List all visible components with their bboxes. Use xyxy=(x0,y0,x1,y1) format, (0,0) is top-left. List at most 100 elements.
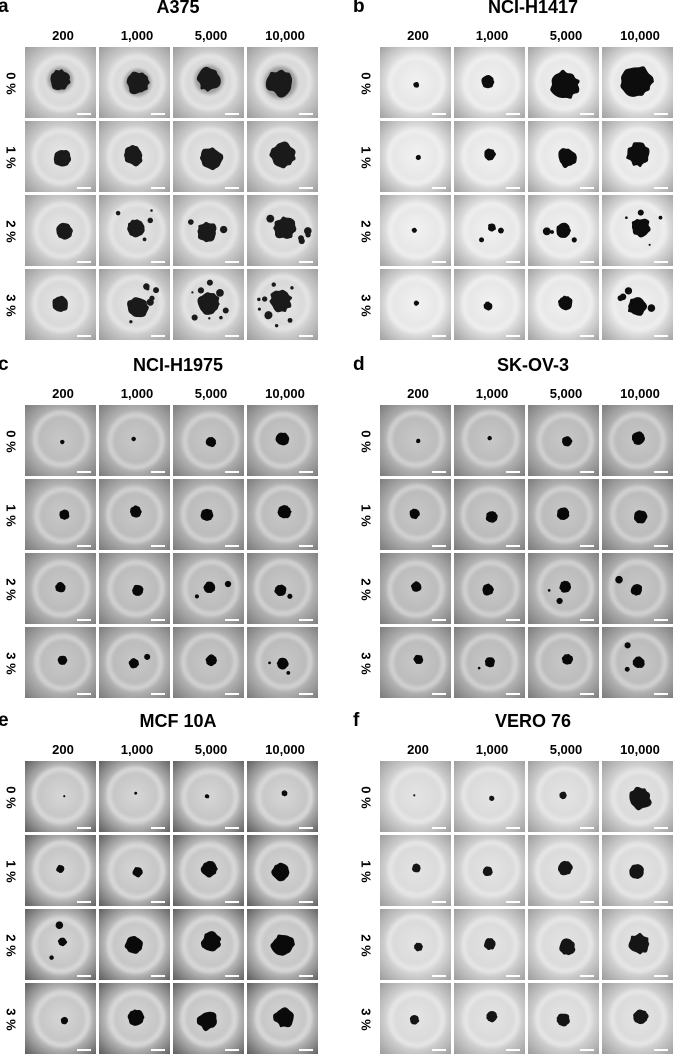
satellite-spheroid xyxy=(648,243,651,246)
spheroid-micrograph xyxy=(24,46,97,119)
spheroid-micrograph xyxy=(527,194,600,267)
spheroid-micrograph xyxy=(601,120,674,193)
spheroid-micrograph xyxy=(98,552,171,625)
well-meniscus-ring xyxy=(106,766,164,824)
spheroid xyxy=(265,69,293,98)
spheroid-micrograph xyxy=(246,478,319,551)
seeding-density-label: 10,000 xyxy=(265,742,305,757)
spheroid xyxy=(270,934,295,956)
cell-line-title: NCI-H1417 xyxy=(487,0,579,17)
concentration-label: 0 % xyxy=(357,46,375,120)
well-meniscus-ring xyxy=(462,840,520,898)
well-meniscus-ring xyxy=(180,633,238,691)
spheroid xyxy=(200,931,222,952)
well-meniscus-ring xyxy=(106,275,164,333)
concentration-label: 3 % xyxy=(2,626,20,700)
spheroid xyxy=(631,218,651,238)
spheroid xyxy=(485,511,498,523)
satellite-spheroid xyxy=(153,287,160,294)
satellite-spheroid xyxy=(290,286,294,290)
spheroid-micrograph xyxy=(246,46,319,119)
concentration-label: 3 % xyxy=(357,268,375,342)
spheroid-micrograph xyxy=(453,626,526,699)
spheroid xyxy=(486,1010,498,1023)
spheroid xyxy=(129,505,142,518)
satellite-spheroid xyxy=(547,588,551,592)
spheroid-micrograph xyxy=(24,268,97,341)
satellite-spheroid xyxy=(617,295,624,302)
spheroid xyxy=(489,795,495,801)
spheroid xyxy=(196,1011,217,1032)
spheroid xyxy=(630,584,642,596)
concentration-label: 0 % xyxy=(357,404,375,478)
spheroid xyxy=(196,66,221,92)
spheroid-micrograph xyxy=(601,552,674,625)
well-meniscus-ring xyxy=(254,53,312,111)
spheroid-micrograph xyxy=(527,478,600,551)
seeding-density-label: 1,000 xyxy=(475,28,509,43)
seeding-density-label: 10,000 xyxy=(620,28,660,43)
seeding-density-label: 1,000 xyxy=(120,28,154,43)
panel-letter: e xyxy=(0,710,9,731)
satellite-spheroid xyxy=(191,291,194,294)
well-meniscus-ring xyxy=(608,412,666,470)
concentration-label-text: 1 % xyxy=(3,503,19,527)
well-meniscus-ring xyxy=(534,842,592,900)
well-meniscus-ring xyxy=(611,274,669,332)
well-meniscus-ring xyxy=(108,54,166,112)
panel-letter: a xyxy=(0,0,9,17)
spheroid-micrograph xyxy=(379,908,452,981)
spheroid-micrograph xyxy=(379,404,452,477)
spheroid-micrograph xyxy=(379,120,452,193)
concentration-label-text: 0 % xyxy=(358,429,374,453)
well-meniscus-ring xyxy=(460,486,518,544)
spheroid xyxy=(556,222,571,238)
spheroid-micrograph xyxy=(98,982,171,1055)
seeding-density-labels: 200 1,000 5,000 10,000 xyxy=(26,386,322,404)
spheroid-micrograph xyxy=(601,194,674,267)
spheroid xyxy=(413,794,416,797)
well-meniscus-ring xyxy=(180,842,238,900)
concentration-label: 3 % xyxy=(2,268,20,342)
well-meniscus-ring xyxy=(536,412,594,470)
spheroid xyxy=(127,297,149,318)
seeding-density-label: 200 xyxy=(52,742,74,757)
panel-c: c NCI-H1975 200 1,000 5,000 10,000 0 % 1 % 2 % 3 … xyxy=(0,354,330,700)
micrograph-grid xyxy=(24,760,320,1056)
well-meniscus-ring xyxy=(32,410,90,468)
well-meniscus-ring xyxy=(32,560,90,618)
seeding-density-label: 1,000 xyxy=(120,386,154,401)
well-meniscus-ring xyxy=(386,128,444,186)
spheroid xyxy=(558,148,577,169)
micrograph-grid xyxy=(379,760,675,1056)
seeding-density-labels: 200 1,000 5,000 10,000 xyxy=(381,742,677,760)
well-meniscus-ring xyxy=(254,411,312,469)
satellite-spheroid xyxy=(129,320,133,324)
cell-line-title: NCI-H1975 xyxy=(132,355,224,375)
seeding-density-labels: 200 1,000 5,000 10,000 xyxy=(381,386,677,404)
spheroid-micrograph xyxy=(24,626,97,699)
well-meniscus-ring xyxy=(536,274,594,332)
spheroid-micrograph xyxy=(379,194,452,267)
spheroid xyxy=(269,141,296,169)
well-meniscus-ring xyxy=(108,990,166,1048)
spheroid-micrograph xyxy=(98,834,171,907)
concentration-label: 0 % xyxy=(2,46,20,120)
spheroid-micrograph xyxy=(601,404,674,477)
spheroid-micrograph xyxy=(527,908,600,981)
spheroid xyxy=(484,148,497,161)
well-meniscus-ring xyxy=(33,201,91,259)
spheroid xyxy=(56,222,73,240)
seeding-density-label: 5,000 xyxy=(549,742,583,757)
satellite-spheroid xyxy=(145,287,150,291)
spheroid xyxy=(126,71,150,95)
satellite-spheroid xyxy=(55,921,64,929)
spheroid xyxy=(50,69,71,91)
spheroid xyxy=(629,864,644,879)
spheroid-micrograph xyxy=(527,626,600,699)
well-meniscus-ring xyxy=(180,53,238,111)
seeding-density-label: 200 xyxy=(407,742,429,757)
concentration-label-text: 3 % xyxy=(3,293,19,317)
well-meniscus-ring xyxy=(387,410,445,468)
spheroid xyxy=(413,654,424,664)
